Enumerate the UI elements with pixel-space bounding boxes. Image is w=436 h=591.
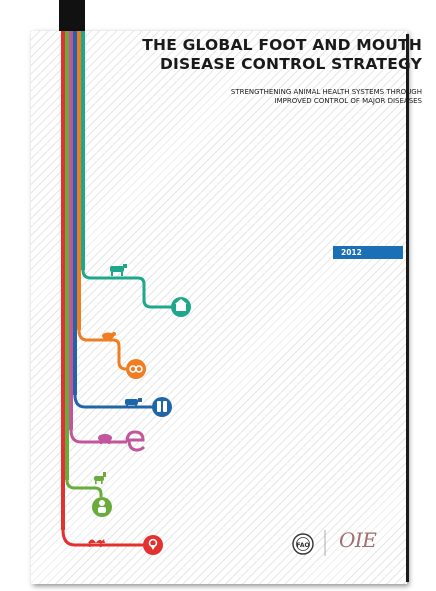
cover-title: THE GLOBAL FOOT AND MOUTH DISEASE CONTRO… bbox=[122, 36, 422, 74]
year-badge: 2012 bbox=[333, 246, 403, 259]
book-cover bbox=[31, 31, 407, 584]
subtitle-line-2: IMPROVED CONTROL OF MAJOR DISEASES bbox=[274, 96, 422, 105]
svg-text:FAO: FAO bbox=[296, 542, 309, 549]
title-line-1: THE GLOBAL FOOT AND MOUTH bbox=[142, 36, 422, 54]
green-branch bbox=[65, 479, 103, 497]
oie-logo: OIE bbox=[339, 528, 377, 552]
pink-branch bbox=[69, 429, 127, 444]
barn-icon-shape bbox=[176, 304, 186, 311]
title-line-2: DISEASE CONTROL STRATEGY bbox=[159, 55, 422, 73]
cover-edge bbox=[406, 34, 409, 582]
teal-branch bbox=[81, 269, 172, 309]
barn-roof bbox=[175, 299, 187, 304]
red-branch bbox=[61, 529, 144, 547]
vaccine-icon bbox=[152, 397, 172, 417]
orange-branch bbox=[77, 329, 127, 371]
cattle-icon bbox=[110, 264, 127, 276]
fao-logo: FAO bbox=[292, 533, 314, 555]
ear-tag-icon bbox=[125, 430, 146, 452]
corner-mark bbox=[59, 0, 85, 31]
cover-subtitle: STRENGTHENING ANIMAL HEALTH SYSTEMS THRO… bbox=[162, 88, 422, 105]
subtitle-line-1: STRENGTHENING ANIMAL HEALTH SYSTEMS THRO… bbox=[230, 88, 422, 96]
goat-icon bbox=[94, 472, 106, 484]
pig-icon bbox=[98, 434, 112, 444]
sheep-icon bbox=[102, 332, 116, 341]
buffalo-icon bbox=[125, 398, 142, 408]
camel-icon bbox=[88, 539, 105, 547]
blue-branch bbox=[73, 394, 153, 409]
